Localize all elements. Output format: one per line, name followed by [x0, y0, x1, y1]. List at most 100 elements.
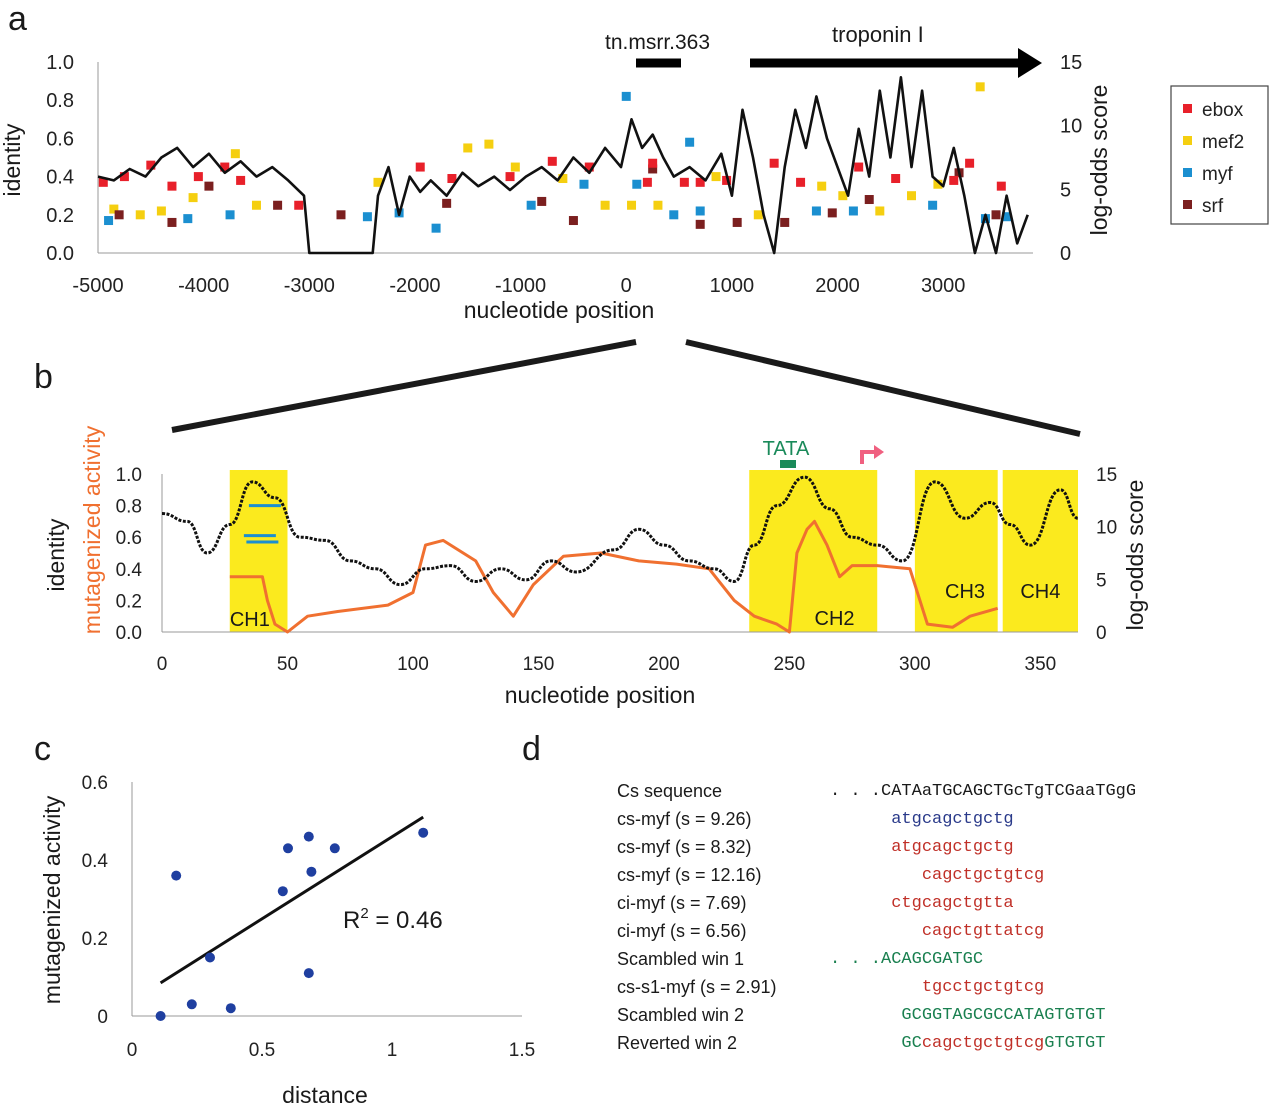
ebox-motif-point	[447, 174, 457, 184]
mef2-motif-point	[907, 191, 917, 201]
x-tick-label: -4000	[178, 275, 229, 297]
ebox-motif-point	[584, 162, 594, 172]
mef2-motif-point	[653, 200, 663, 210]
x-tick-label: -1000	[495, 275, 546, 297]
srf-motif-point	[442, 198, 452, 208]
axis-b-ylabel2: mutagenized activity	[79, 425, 105, 634]
srf-motif-point	[732, 217, 742, 227]
ebox-motif-point	[695, 177, 705, 187]
legend-label-ebox: ebox	[1202, 100, 1244, 121]
ebox-motif-point	[415, 162, 425, 172]
x-tick-label: 2000	[815, 275, 860, 297]
mutagenized-activity-line	[229, 519, 999, 634]
srf-motif-point	[167, 217, 177, 227]
ebox-motif-point	[119, 172, 129, 182]
ebox-motif-point	[505, 172, 515, 182]
mef2-motif-point	[251, 200, 261, 210]
region-label-troponin: troponin I	[832, 22, 924, 47]
legend-label-mef2: mef2	[1202, 132, 1244, 153]
myf-motif-point	[104, 216, 114, 226]
sequence-segment: GCGGTAGCGCCATAGTGTGT	[830, 1005, 1106, 1025]
ebox-motif-point	[722, 175, 732, 185]
sequence-row: ci-myf (s = 6.56) cagctgttatcg	[617, 917, 1267, 945]
x-tick-label: 150	[523, 654, 555, 675]
sequence-text: atgcagctgctg	[830, 838, 1013, 857]
tata-label: TATA	[763, 438, 810, 460]
sequence-text: cagctgctgtcg	[830, 866, 1044, 885]
mef2-motif-point	[753, 210, 763, 220]
sequence-row-label: cs-myf (s = 12.16)	[617, 864, 762, 885]
y-tick-label: 0.8	[46, 90, 74, 112]
sequence-segment: . . .	[830, 949, 882, 969]
panel-b-label: b	[34, 358, 53, 396]
sequence-segment: cagctgctgtcg	[830, 865, 1045, 885]
sequence-text: GCGGTAGCGCCATAGTGTGT	[830, 1006, 1105, 1025]
identity-line-b	[161, 475, 1079, 587]
x-tick-label: 250	[774, 654, 806, 675]
y-tick-label: 1.0	[116, 465, 142, 486]
y-tick-label: 0.6	[82, 773, 108, 794]
srf-motif-point	[336, 210, 346, 220]
x-tick-label: 3000	[921, 275, 966, 297]
myf-motif-point	[811, 206, 821, 216]
mef2-motif-point	[817, 181, 827, 191]
ebox-motif-point	[796, 177, 806, 187]
srf-motif-point	[114, 210, 124, 220]
sequence-segment: ACAGCGATGC	[881, 949, 984, 969]
y-tick-label: 0.4	[46, 167, 74, 189]
axis-b-ylabel-right: log-odds score	[1122, 480, 1148, 631]
legend-swatch-mef2	[1183, 136, 1192, 145]
x-tick-label: 0	[157, 654, 168, 675]
mef2-motif-point	[558, 174, 568, 184]
y-tick-label: 0.2	[116, 591, 142, 612]
sequence-row-label: ci-myf (s = 6.56)	[617, 920, 747, 941]
scatter-point	[329, 843, 340, 854]
axis-b-ylabel: identity	[43, 518, 69, 591]
myf-motif-point	[362, 212, 372, 222]
x-tick-label: -3000	[284, 275, 335, 297]
srf-motif-point	[864, 195, 874, 205]
sequence-row: cs-myf (s = 12.16) cagctgctgtcg	[617, 861, 1267, 889]
mef2-motif-point	[975, 82, 985, 92]
scatter-point	[171, 870, 182, 881]
sequence-row-label: cs-s1-myf (s = 2.91)	[617, 976, 777, 997]
srf-motif-point	[204, 181, 214, 191]
tata-box-mark	[780, 460, 796, 468]
mef2-motif-point	[711, 172, 721, 182]
ebox-motif-point	[146, 160, 156, 170]
ebox-motif-point	[854, 162, 864, 172]
sequence-segment: . . .	[830, 781, 882, 801]
legend-swatch-myf	[1183, 168, 1192, 177]
srf-motif-point	[695, 219, 705, 229]
myf-motif-point	[621, 91, 631, 101]
panel-b: b 0 50 100 150 200 250 300 3500.00.20.40.60.81.…	[34, 358, 1148, 708]
scatter-point	[303, 968, 314, 979]
troponin-arrow-head	[1018, 48, 1042, 78]
axis-a-ylabel: identity	[0, 123, 25, 196]
sequence-text: . . .CATAaTGCAGCTGcTgTCGaaTGgG	[830, 782, 1136, 801]
ebox-motif-point	[167, 181, 177, 191]
x-tick-label: 200	[648, 654, 680, 675]
scatter-point	[155, 1011, 166, 1021]
sequence-row-label: Reverted win 2	[617, 1032, 738, 1053]
mef2-motif-point	[510, 162, 520, 172]
axis-a-ylabel-right: log-odds score	[1086, 85, 1112, 236]
mef2-motif-point	[463, 143, 473, 153]
myf-motif-point	[526, 200, 536, 210]
sequence-row: cs-s1-myf (s = 2.91) tgcctgctgtcg	[617, 973, 1267, 1001]
r-squared-annotation: R2 = 0.46	[343, 905, 443, 934]
axis-b-xlabel: nucleotide position	[505, 682, 696, 708]
myf-motif-point	[669, 210, 679, 220]
legend-label-myf: myf	[1202, 164, 1233, 185]
ebox-motif-point	[193, 172, 203, 182]
y-tick-label: 0.6	[116, 528, 142, 549]
region-label-ch1: CH1	[230, 609, 270, 631]
y-right-tick-label: 15	[1096, 465, 1117, 486]
sequence-row-label: Scambled win 2	[617, 1004, 745, 1025]
y-right-tick-label: 15	[1060, 52, 1082, 74]
legend-a: ebox mef2 myf srf	[1170, 85, 1269, 225]
myf-motif-point	[928, 200, 938, 210]
x-tick-label: 1000	[710, 275, 755, 297]
myf-motif-point	[1002, 212, 1012, 222]
myf-motif-point	[183, 214, 193, 224]
